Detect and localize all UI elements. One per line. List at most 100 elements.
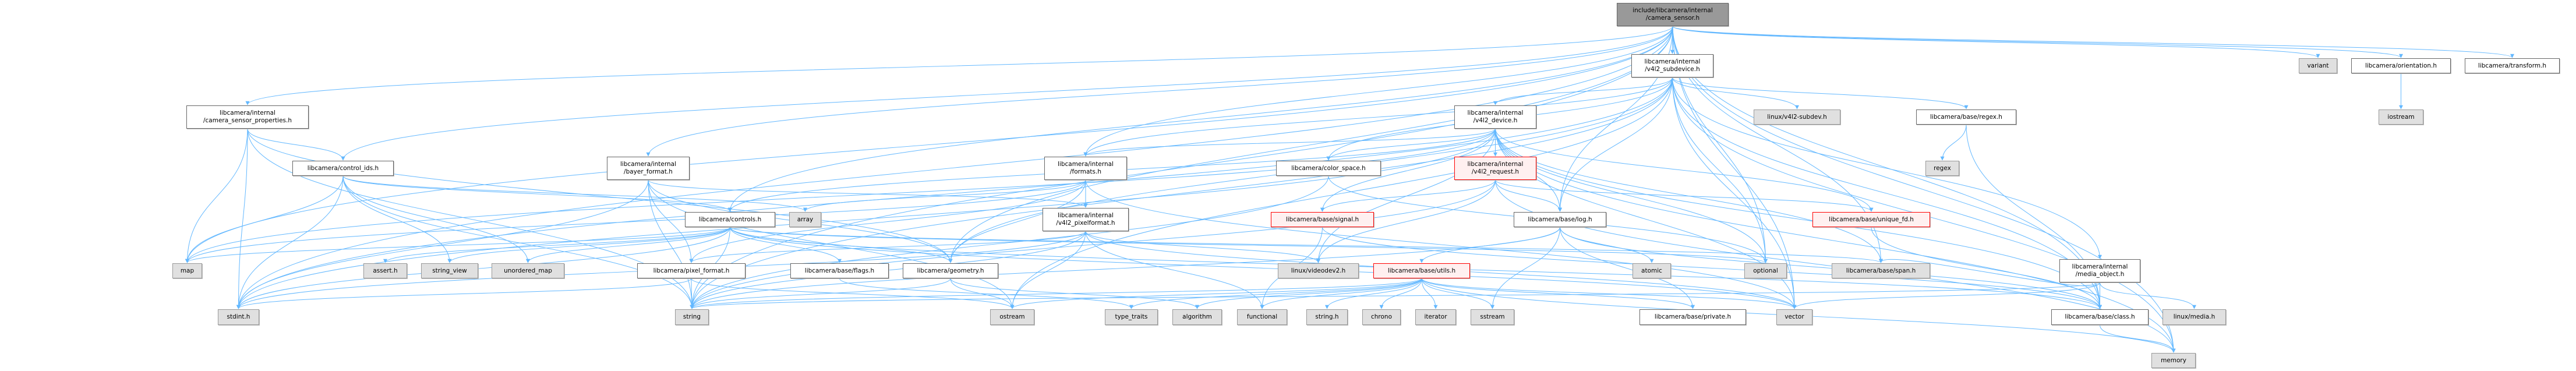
edge-bayer-to-string: [648, 179, 694, 309]
edge-v4l2_subdevice-to-log: [1558, 77, 1673, 212]
node-v4l2-pixelformat[interactable]: libcamera/internal /v4l2_pixelformat.h: [1043, 208, 1129, 231]
edge-media_object-to-span: [1879, 259, 2100, 287]
edge-formats-to-map: [185, 179, 1086, 263]
node-private[interactable]: libcamera/base/private.h: [1639, 309, 1746, 325]
node-v4l2-device[interactable]: libcamera/internal /v4l2_device.h: [1454, 105, 1536, 129]
edge-root-to-orientation: [1672, 26, 2403, 58]
edge-bayer-to-stdint: [236, 179, 649, 309]
node-control-ids[interactable]: libcamera/control_ids.h: [292, 161, 394, 176]
node-transform[interactable]: libcamera/transform.h: [2465, 58, 2560, 73]
edge-bayer-to-v4l2_pixelformat: [648, 179, 1088, 208]
node-media-object[interactable]: libcamera/internal /media_object.h: [2059, 259, 2140, 282]
node-optional: optional: [1744, 263, 1787, 278]
edge-v4l2_subdevice-to-string: [690, 77, 1673, 309]
edge-v4l2_device-to-stdint: [236, 128, 1496, 309]
edge-v4l2_subdevice-to-regex_h: [1672, 77, 1969, 109]
edge-signal-to-class: [1322, 227, 2102, 309]
node-flags[interactable]: libcamera/base/flags.h: [790, 263, 889, 278]
edge-formats-to-array: [803, 179, 1086, 212]
edge-log-to-string: [690, 227, 1560, 309]
edge-csp-to-stdint: [236, 128, 248, 309]
edge-root-to-map: [185, 26, 1673, 263]
edge-controls-to-unordered_map: [526, 227, 730, 263]
edge-v4l2_device-to-formats: [1083, 128, 1496, 157]
edge-geometry-to-algorithm: [950, 278, 1199, 309]
edge-v4l2_subdevice-to-formats: [1083, 77, 1673, 157]
node-unique-fd[interactable]: libcamera/base/unique_fd.h: [1812, 212, 1930, 227]
node-utils[interactable]: libcamera/base/utils.h: [1373, 263, 1470, 278]
node-signal[interactable]: libcamera/base/signal.h: [1271, 212, 1374, 227]
edge-csp-to-geometry: [247, 128, 953, 263]
edge-utils-to-functional: [1260, 278, 1422, 309]
edge-v4l2_subdevice-to-optional: [1672, 77, 1768, 263]
node-log[interactable]: libcamera/base/log.h: [1514, 212, 1606, 227]
node-memory: memory: [2151, 353, 2196, 368]
edge-csp-to-string: [247, 128, 694, 309]
node-string: string: [675, 309, 709, 325]
edge-regex_h-to-regex: [1940, 124, 1967, 161]
node-formats[interactable]: libcamera/internal /formats.h: [1044, 157, 1127, 180]
node-linux-media: linux/media.h: [2162, 309, 2226, 325]
edge-controls-to-vector: [730, 227, 1797, 309]
edge-geometry-to-ostream: [950, 278, 1015, 309]
node-v4l2-request[interactable]: libcamera/internal /v4l2_request.h: [1454, 157, 1536, 180]
node-vector: vector: [1776, 309, 1812, 325]
edge-v4l2_pixelformat-to-ostream: [1010, 231, 1086, 309]
edge-v4l2_device-to-memory: [1495, 128, 2176, 353]
edge-controls-to-optional: [730, 227, 1768, 263]
edge-utils-to-string: [690, 278, 1422, 309]
edge-control_ids-to-map: [185, 175, 344, 263]
node-unordered-map: unordered_map: [492, 263, 564, 278]
edge-v4l2_device-to-color_space: [1326, 128, 1496, 161]
edge-v4l2_device-to-map: [185, 128, 1496, 263]
edge-v4l2_subdevice-to-media_object: [1672, 77, 2102, 259]
node-sstream: sstream: [1471, 309, 1514, 325]
node-assert: assert.h: [363, 263, 407, 278]
edge-formats-to-vector: [1085, 179, 1797, 309]
node-controls[interactable]: libcamera/controls.h: [685, 212, 775, 227]
node-videodev2: linux/videodev2.h: [1278, 263, 1359, 278]
node-csp[interactable]: libcamera/internal /camera_sensor_proper…: [186, 105, 309, 129]
edge-controls-to-flags: [730, 227, 842, 263]
edge-root-to-formats: [1083, 26, 1673, 157]
node-map: map: [172, 263, 202, 278]
edge-v4l2_subdevice-to-stdint: [236, 77, 1673, 309]
edge-utils-to-chrono: [1379, 278, 1422, 309]
edge-csp-to-control_ids: [247, 128, 345, 161]
node-iostream: iostream: [2379, 109, 2423, 125]
edge-root-to-stdint: [236, 26, 1673, 309]
node-v4l2-subdevice[interactable]: libcamera/internal /v4l2_subdevice.h: [1631, 54, 1713, 77]
edge-control_ids-to-array: [342, 175, 807, 212]
edge-control_ids-to-stdint: [236, 175, 344, 309]
node-regex: regex: [1925, 161, 1959, 176]
node-geometry[interactable]: libcamera/geometry.h: [903, 263, 998, 278]
edge-v4l2_device-to-optional: [1495, 128, 1768, 263]
node-pixel-format[interactable]: libcamera/pixel_format.h: [637, 263, 745, 278]
edge-root-to-variant: [1672, 26, 2320, 58]
edge-v4l2_request-to-log: [1495, 179, 1562, 212]
edge-csp-to-map: [185, 128, 248, 263]
node-class[interactable]: libcamera/base/class.h: [2051, 309, 2149, 325]
node-orientation[interactable]: libcamera/orientation.h: [2351, 58, 2451, 73]
edge-controls-to-assert: [383, 227, 730, 263]
node-root[interactable]: include/libcamera/internal /camera_senso…: [1617, 3, 1729, 26]
edge-controls-to-stdint: [236, 227, 730, 309]
edge-media_object-to-linux_media: [2100, 282, 2196, 309]
node-regex-h[interactable]: libcamera/base/regex.h: [1916, 109, 2016, 125]
edge-root-to-controls: [728, 26, 1673, 212]
node-variant: variant: [2299, 58, 2337, 73]
node-string-h: string.h: [1306, 309, 1348, 325]
edge-v4l2_subdevice-to-v4l2subdev_h: [1672, 77, 1799, 109]
edge-pixel_format-to-stdint: [236, 278, 692, 309]
node-bayer[interactable]: libcamera/internal /bayer_format.h: [607, 157, 690, 180]
edge-v4l2_pixelformat-to-videodev2: [1085, 231, 1320, 263]
edge-unique_fd-to-class: [1871, 227, 2102, 309]
edge-v4l2_request-to-signal: [1320, 179, 1496, 212]
edge-log-to-sstream: [1490, 227, 1560, 309]
edge-root-to-bayer: [646, 26, 1673, 157]
edge-pixel_format-to-string: [690, 278, 694, 309]
node-algorithm: algorithm: [1172, 309, 1222, 325]
node-color-space[interactable]: libcamera/color_space.h: [1276, 161, 1381, 176]
node-type-traits: type_traits: [1105, 309, 1158, 325]
